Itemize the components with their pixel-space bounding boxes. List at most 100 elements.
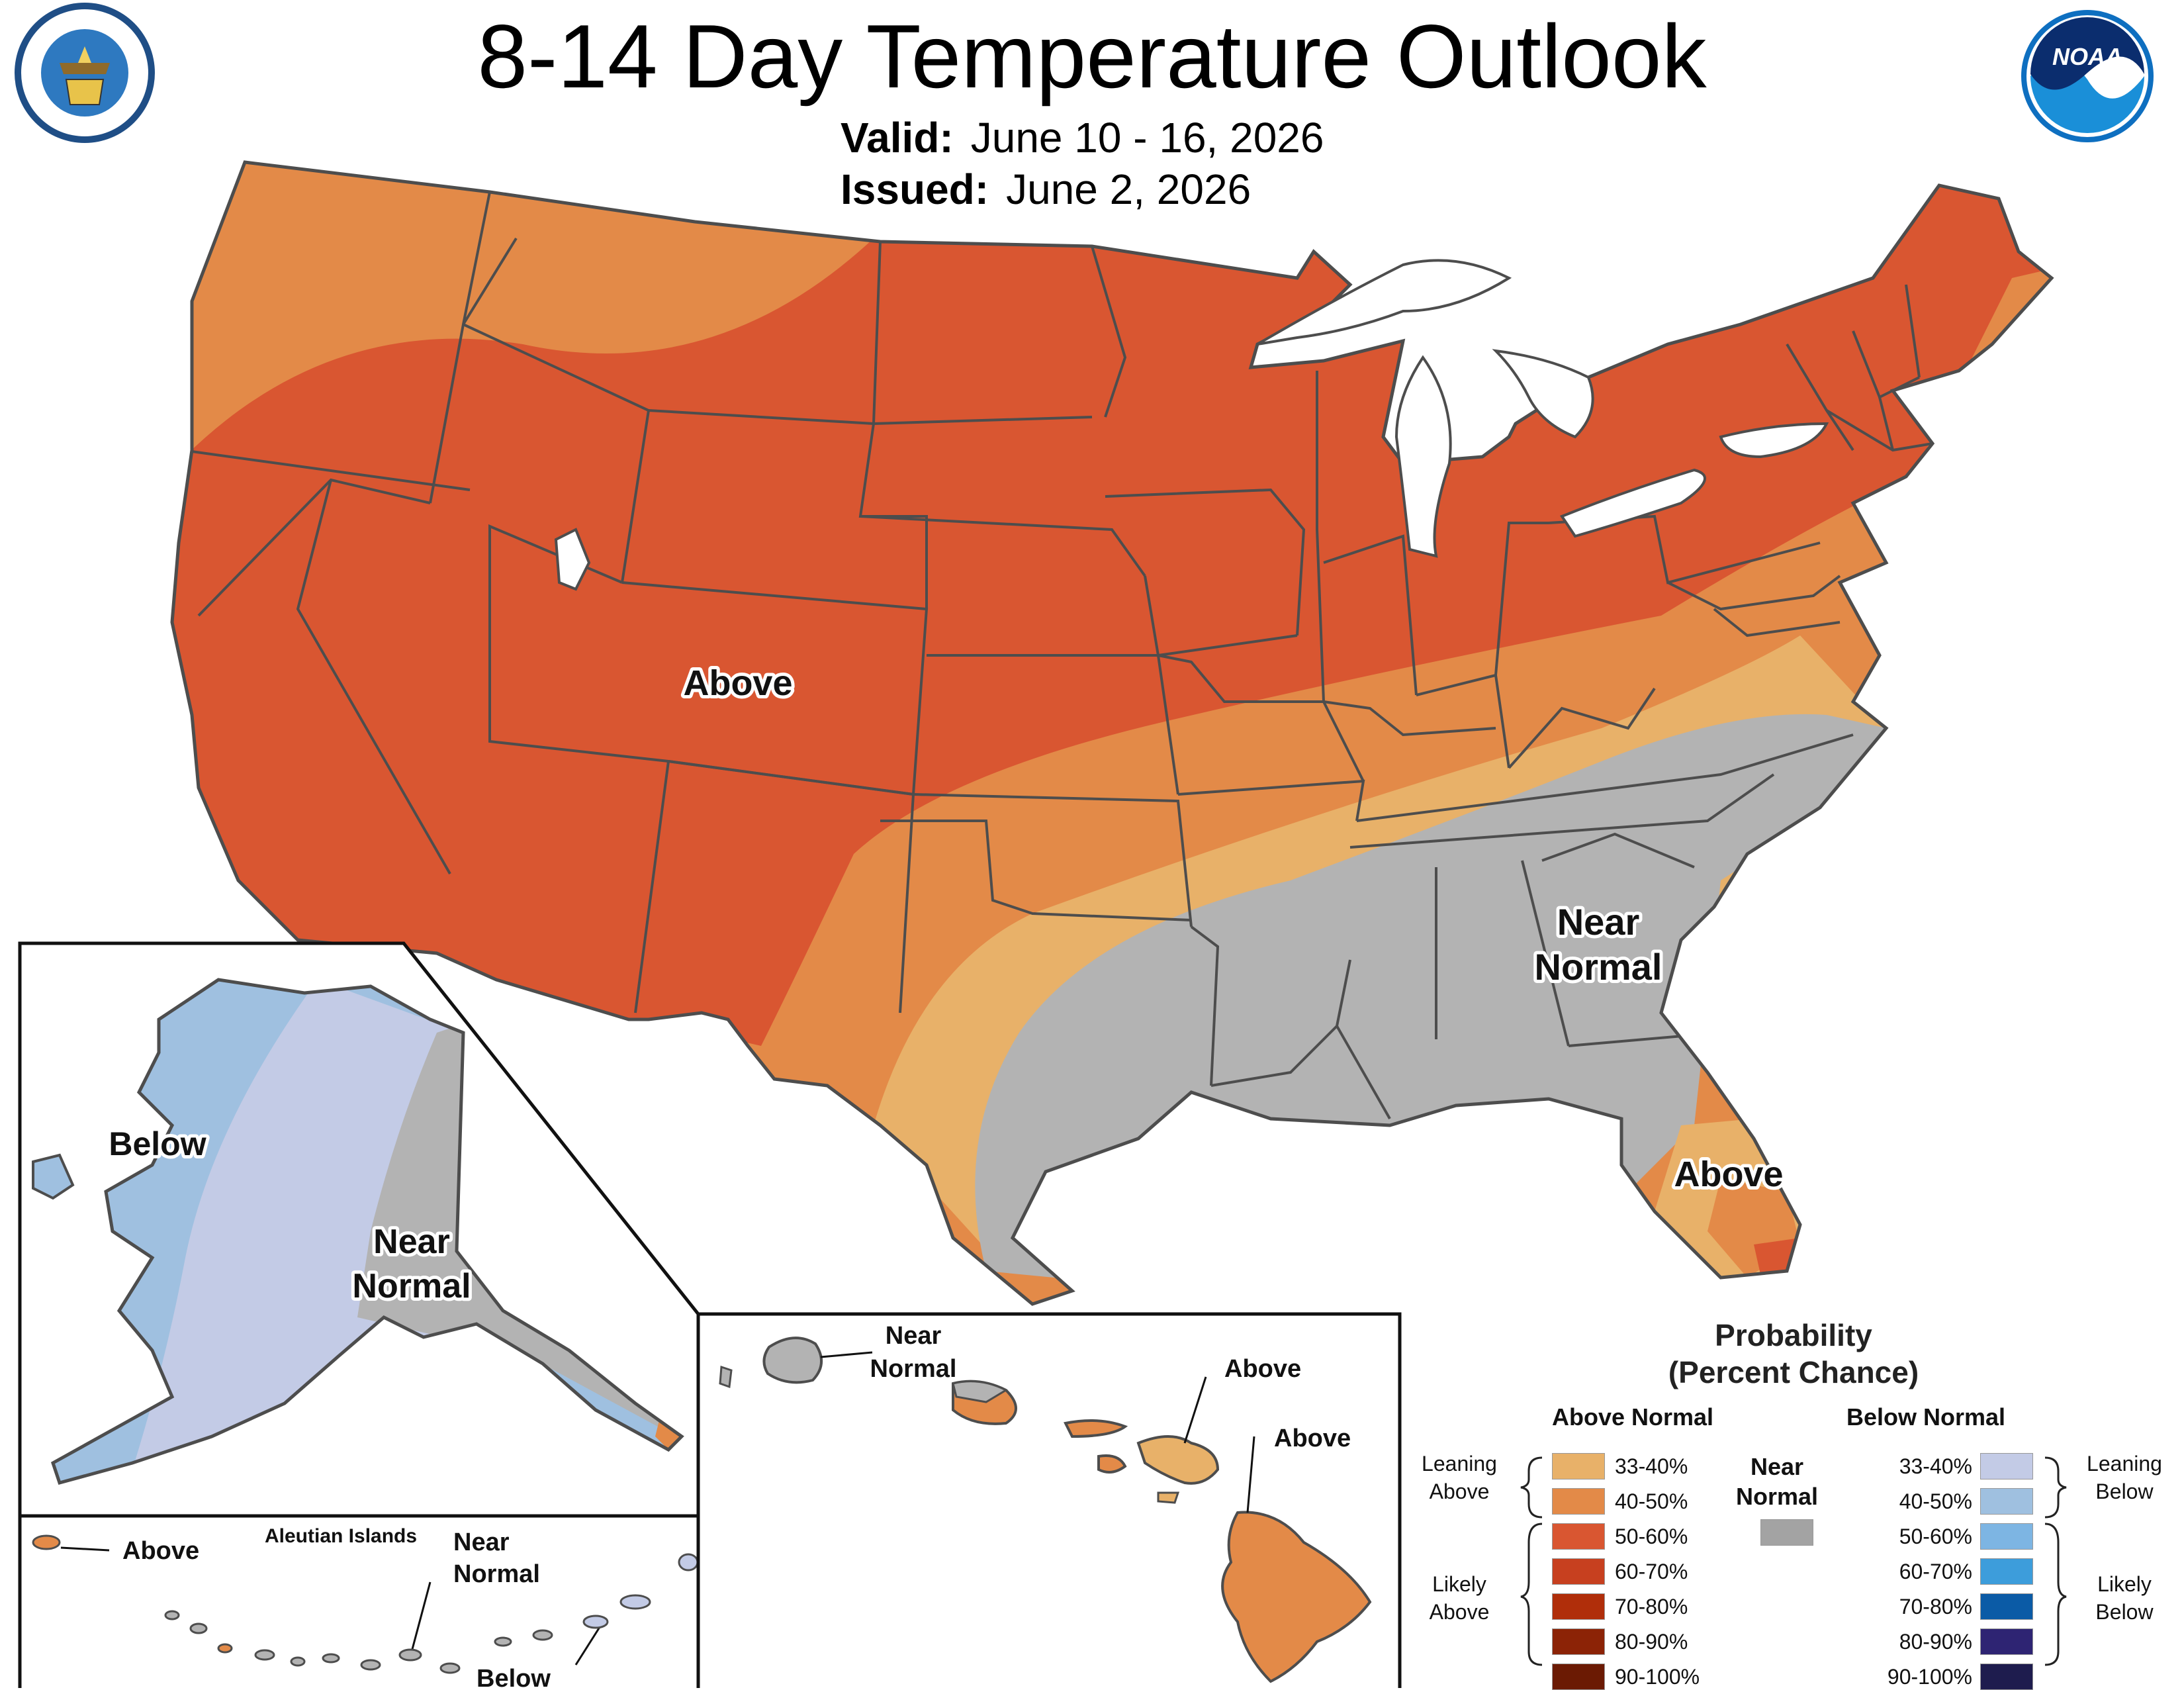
legend-below-header: Below Normal	[1846, 1403, 2006, 1431]
lake-erie	[1559, 468, 1706, 538]
conus-above-label: Above	[683, 663, 792, 703]
legend-leaning-below-line2: Below	[2095, 1479, 2154, 1503]
legend-braces	[1520, 1456, 2067, 1666]
niihau	[719, 1365, 733, 1389]
legend-below-swatch	[1980, 1664, 2033, 1690]
aleutian-above-label: Above	[122, 1537, 199, 1565]
kahoolawe	[1157, 1491, 1180, 1504]
alaska-near-label-line1: Near	[373, 1223, 450, 1261]
molokai	[1064, 1419, 1128, 1438]
alaska-near-label-line2: Normal	[352, 1267, 471, 1305]
legend-above-range: 70-80%	[1615, 1595, 1688, 1619]
hawaii-near-label-line1: Near	[886, 1322, 942, 1350]
kauai	[762, 1337, 823, 1384]
likely-below-brace	[2044, 1523, 2067, 1666]
legend-above-range: 33-40%	[1615, 1454, 1688, 1478]
legend-above-swatch	[1552, 1523, 1605, 1550]
legend-below-swatch	[1980, 1558, 2033, 1585]
legend-title-line2: (Percent Chance)	[1668, 1355, 1919, 1389]
likely-above-brace	[1520, 1523, 1543, 1666]
department-of-commerce-seal	[15, 3, 155, 143]
aleutian-inset-frame	[18, 1514, 700, 1688]
legend-title-line1: Probability	[1715, 1318, 1872, 1352]
aleutian-inset: Above Aleutian Islands Near Normal Below	[18, 1514, 700, 1688]
great-lakes	[554, 259, 1829, 591]
legend-above-range: 40-50%	[1615, 1489, 1688, 1513]
aleutian-west-island	[32, 1534, 61, 1550]
aleutian-near-label-line1: Near	[453, 1528, 510, 1556]
legend-below-swatch	[1980, 1453, 2033, 1479]
legend-leaning-below: Leaning Below	[2068, 1450, 2181, 1505]
oahu-north	[952, 1380, 1009, 1403]
big-island	[1221, 1511, 1372, 1683]
aleutian-near-leader	[410, 1581, 432, 1652]
legend-likely-below-line2: Below	[2095, 1600, 2154, 1624]
legend-above-header: Above Normal	[1552, 1403, 1714, 1431]
legend-near-header-line2: Normal	[1735, 1483, 1819, 1510]
legend-below-swatch	[1980, 1593, 2033, 1620]
legend-below-swatch	[1980, 1628, 2033, 1655]
legend-below-range: 40-50%	[1899, 1489, 1972, 1513]
state-boundaries	[181, 191, 1933, 1119]
aleutian-title: Aleutian Islands	[265, 1525, 417, 1547]
issued-line: Issued: June 2, 2026	[841, 165, 1251, 213]
legend-above-swatch	[1552, 1593, 1605, 1620]
legend-below-range: 70-80%	[1899, 1595, 1972, 1619]
legend-below-range: 60-70%	[1899, 1560, 1972, 1583]
aleutian-islands	[164, 1553, 699, 1674]
alaska-below-label: Below	[109, 1125, 206, 1162]
aleutian-below-leader	[574, 1624, 602, 1666]
hawaii-above-label-1: Above	[1224, 1355, 1301, 1383]
great-salt-lake	[554, 528, 591, 591]
aleutian-above-leader	[60, 1546, 110, 1552]
conus-near-label-line1: Near	[1557, 901, 1640, 943]
probability-legend: Probability (Percent Chance) Above Norma…	[1410, 1317, 2177, 1690]
legend-leaning-above-line2: Above	[1429, 1479, 1490, 1503]
issued-label: Issued:	[841, 165, 989, 213]
legend-leaning-below-line1: Leaning	[2087, 1452, 2162, 1476]
legend-likely-below-line1: Likely	[2097, 1572, 2152, 1596]
aleutian-below-label: Below	[477, 1665, 551, 1688]
issued-date: June 2, 2026	[1006, 165, 1251, 213]
valid-line: Valid: June 10 - 16, 2026	[841, 114, 1324, 162]
legend-leaning-above: Leaning Above	[1403, 1450, 1516, 1505]
legend-likely-above: Likely Above	[1403, 1570, 1516, 1626]
lake-michigan	[1394, 355, 1452, 558]
legend-above-swatch	[1552, 1488, 1605, 1515]
hawaii-inset: Near Normal Above Above	[696, 1312, 1402, 1688]
noaa-logo: NOAA	[2021, 10, 2154, 142]
legend-near-normal-swatch	[1760, 1519, 1813, 1546]
aleutian-near-label-line2: Normal	[453, 1560, 540, 1588]
legend-above-range: 50-60%	[1615, 1525, 1688, 1548]
lake-huron	[1492, 349, 1594, 439]
hawaii-above-label-2: Above	[1274, 1425, 1351, 1452]
valid-dates: June 10 - 16, 2026	[970, 114, 1324, 162]
leaning-below-brace	[2044, 1456, 2067, 1519]
noaa-logo-text: NOAA	[2052, 43, 2122, 70]
alaska-outline	[50, 978, 684, 1485]
legend-near-header-line1: Near	[1750, 1453, 1804, 1480]
legend-above-swatch	[1552, 1558, 1605, 1585]
leaning-above-brace	[1520, 1456, 1543, 1519]
hawaii-near-leader	[820, 1351, 873, 1358]
legend-below-swatch	[1980, 1488, 2033, 1515]
legend-above-swatch	[1552, 1628, 1605, 1655]
legend-below-range: 33-40%	[1899, 1454, 1972, 1478]
legend-likely-below: Likely Below	[2068, 1570, 2181, 1626]
maui	[1136, 1435, 1220, 1485]
legend-above-range: 90-100%	[1615, 1665, 1700, 1689]
legend-below-range: 90-100%	[1887, 1665, 1972, 1689]
legend-leaning-above-line1: Leaning	[1422, 1452, 1497, 1476]
legend-above-range: 80-90%	[1615, 1630, 1688, 1654]
conus-outline	[170, 160, 2054, 1306]
hawaii-bigisland-leader	[1246, 1436, 1255, 1513]
lake-ontario	[1719, 422, 1829, 459]
lake-superior	[1256, 259, 1512, 346]
legend-above-range: 60-70%	[1615, 1560, 1688, 1583]
lanai	[1097, 1454, 1127, 1474]
legend-likely-above-line2: Above	[1429, 1600, 1490, 1624]
florida-above-label: Above	[1674, 1154, 1783, 1194]
legend-above-swatch	[1552, 1664, 1605, 1690]
conus-near-label-line2: Normal	[1535, 946, 1662, 988]
